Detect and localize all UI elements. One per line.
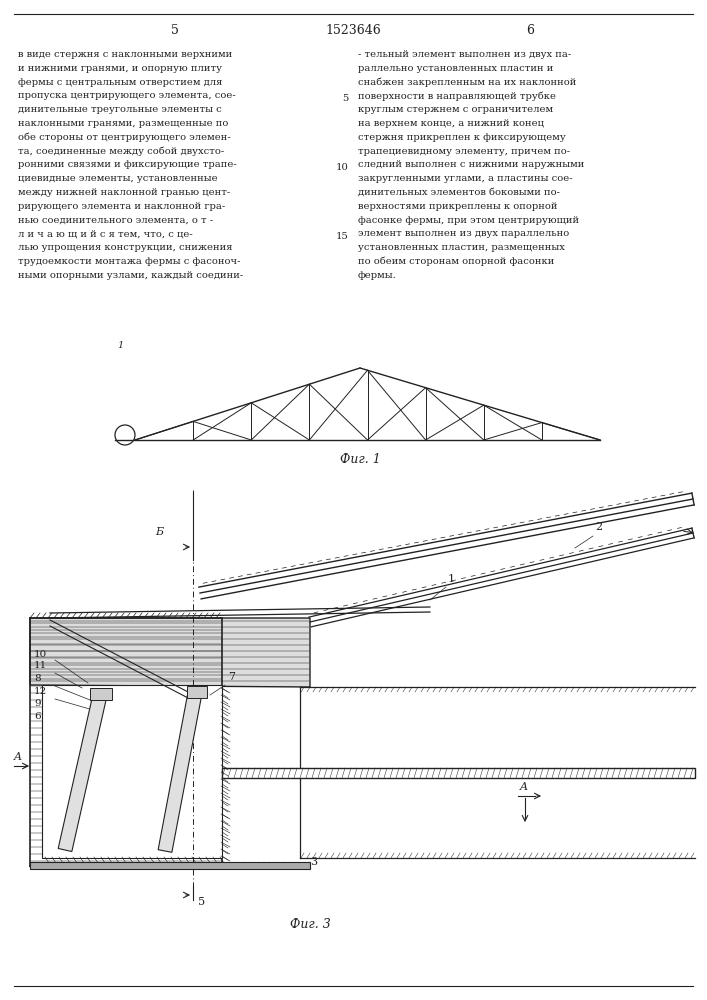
Text: в виде стержня с наклонными верхними: в виде стержня с наклонными верхними: [18, 50, 233, 59]
Bar: [90, 688, 112, 700]
Polygon shape: [158, 692, 202, 852]
Text: 3: 3: [310, 857, 317, 867]
Text: 6: 6: [526, 24, 534, 37]
Text: 10: 10: [336, 163, 349, 172]
Text: 7: 7: [228, 672, 235, 682]
Text: Фиг. 3: Фиг. 3: [290, 918, 330, 931]
Text: раллельно установленных пластин и: раллельно установленных пластин и: [358, 64, 554, 73]
Text: пропуска центрирующего элемента, сое-: пропуска центрирующего элемента, сое-: [18, 91, 235, 100]
Text: 5: 5: [343, 94, 349, 103]
Text: 10: 10: [34, 650, 47, 659]
Text: круглым стержнем с ограничителем: круглым стержнем с ограничителем: [358, 105, 553, 114]
Text: поверхности в направляющей трубке: поверхности в направляющей трубке: [358, 91, 556, 101]
Text: 6: 6: [34, 712, 40, 721]
Bar: [187, 686, 207, 698]
Text: и нижними гранями, и опорную плиту: и нижними гранями, и опорную плиту: [18, 64, 222, 73]
Text: та, соединенные между собой двухсто-: та, соединенные между собой двухсто-: [18, 147, 224, 156]
Text: 1523646: 1523646: [325, 24, 381, 37]
Text: динительных элементов боковыми по-: динительных элементов боковыми по-: [358, 188, 560, 197]
Bar: [30, 862, 310, 869]
Text: стержня прикреплен к фиксирующему: стержня прикреплен к фиксирующему: [358, 133, 566, 142]
Text: лью упрощения конструкции, снижения: лью упрощения конструкции, снижения: [18, 243, 233, 252]
Text: A: A: [520, 782, 528, 792]
Text: A: A: [14, 752, 22, 762]
Text: снабжен закрепленным на их наклонной: снабжен закрепленным на их наклонной: [358, 78, 576, 87]
Text: циевидные элементы, установленные: циевидные элементы, установленные: [18, 174, 218, 183]
Text: фермы.: фермы.: [358, 271, 397, 280]
Polygon shape: [30, 618, 310, 687]
Text: - тельный элемент выполнен из двух па-: - тельный элемент выполнен из двух па-: [358, 50, 571, 59]
Text: трудоемкости монтажа фермы с фасоноч-: трудоемкости монтажа фермы с фасоноч-: [18, 257, 240, 266]
Bar: [222, 768, 695, 778]
Text: 15: 15: [336, 232, 349, 241]
Text: фермы с центральным отверстием для: фермы с центральным отверстием для: [18, 78, 223, 87]
Text: наклонными гранями, размещенные по: наклонными гранями, размещенные по: [18, 119, 228, 128]
Text: нью соединительного элемента, о т -: нью соединительного элемента, о т -: [18, 216, 213, 225]
Text: по обеим сторонам опорной фасонки: по обеим сторонам опорной фасонки: [358, 257, 554, 266]
Polygon shape: [58, 693, 107, 852]
Text: между нижней наклонной гранью цент-: между нижней наклонной гранью цент-: [18, 188, 230, 197]
Text: Б: Б: [155, 527, 163, 537]
Text: закругленными углами, а пластины сое-: закругленными углами, а пластины сое-: [358, 174, 573, 183]
Text: 5: 5: [198, 897, 205, 907]
Text: 5: 5: [171, 24, 179, 37]
Text: 1: 1: [448, 574, 455, 584]
Text: трапециевидному элементу, причем по-: трапециевидному элементу, причем по-: [358, 147, 570, 156]
Text: 2: 2: [595, 522, 602, 532]
Text: ронними связями и фиксирующие трапе-: ронними связями и фиксирующие трапе-: [18, 160, 237, 169]
Text: 9: 9: [34, 699, 40, 708]
Text: л и ч а ю щ и й с я тем, что, с це-: л и ч а ю щ и й с я тем, что, с це-: [18, 229, 193, 238]
Text: ными опорными узлами, каждый соедини-: ными опорными узлами, каждый соедини-: [18, 271, 243, 280]
Text: рирующего элемента и наклонной гра-: рирующего элемента и наклонной гра-: [18, 202, 226, 211]
Text: 8: 8: [34, 674, 40, 683]
Text: верхностями прикреплены к опорной: верхностями прикреплены к опорной: [358, 202, 558, 211]
Text: фасонке фермы, при этом центрирующий: фасонке фермы, при этом центрирующий: [358, 216, 579, 225]
Text: Фиг. 1: Фиг. 1: [339, 453, 380, 466]
Text: 1: 1: [117, 341, 123, 350]
Bar: [42, 685, 222, 858]
Text: динительные треугольные элементы с: динительные треугольные элементы с: [18, 105, 222, 114]
Text: элемент выполнен из двух параллельно: элемент выполнен из двух параллельно: [358, 229, 569, 238]
Text: обе стороны от центрирующего элемен-: обе стороны от центрирующего элемен-: [18, 133, 230, 142]
Text: 11: 11: [34, 661, 47, 670]
Text: на верхнем конце, а нижний конец: на верхнем конце, а нижний конец: [358, 119, 544, 128]
Text: установленных пластин, размещенных: установленных пластин, размещенных: [358, 243, 565, 252]
Text: 12: 12: [34, 687, 47, 696]
Text: следний выполнен с нижними наружными: следний выполнен с нижними наружными: [358, 160, 585, 169]
